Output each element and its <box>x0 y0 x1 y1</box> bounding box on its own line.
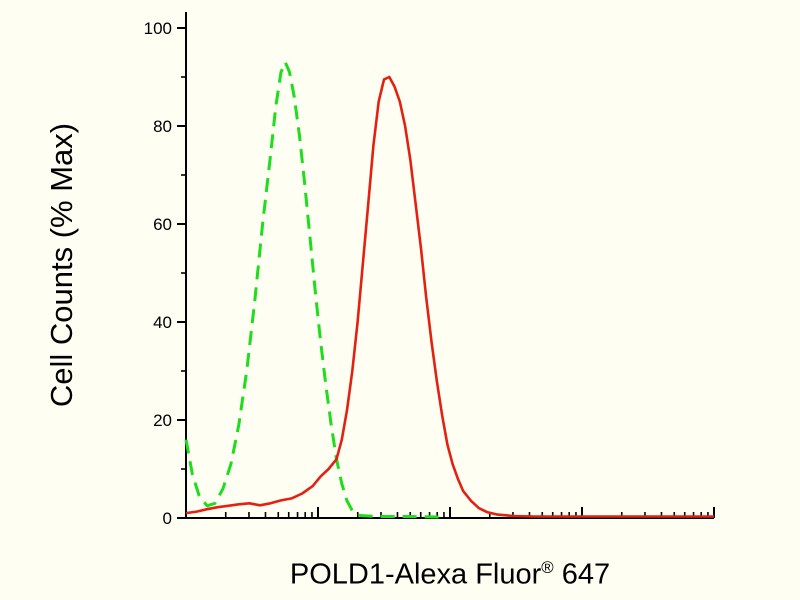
x-axis-label-main: POLD1-Alexa Fluor <box>289 558 542 591</box>
svg-text:0: 0 <box>163 509 172 528</box>
x-axis-label-suffix: 647 <box>553 558 611 591</box>
svg-text:40: 40 <box>153 313 172 332</box>
x-axis-label: POLD1-Alexa Fluor® 647 <box>186 558 714 592</box>
svg-text:80: 80 <box>153 117 172 136</box>
registered-trademark-symbol: ® <box>541 558 554 577</box>
svg-text:100: 100 <box>144 19 172 38</box>
svg-text:60: 60 <box>153 215 172 234</box>
svg-text:20: 20 <box>153 411 172 430</box>
y-axis-label-text: Cell Counts (% Max) <box>44 122 79 408</box>
